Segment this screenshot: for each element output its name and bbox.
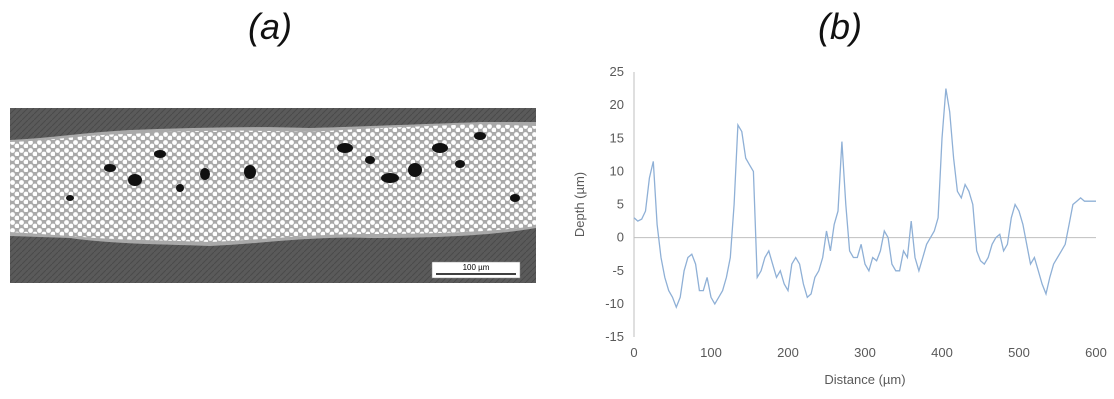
depth-profile-line [633,88,1096,309]
y-tick-label: 0 [617,230,624,245]
y-tick-label: 15 [610,130,624,145]
x-tick-label: 0 [630,345,637,360]
depth-profile-chart: -15 -10 -5 0 5 10 15 20 25 0 100 200 300 400 500 600 D… [572,64,1107,387]
x-tick-label: 400 [931,345,953,360]
fiber-layer [10,124,536,242]
x-tick-label: 300 [854,345,876,360]
panel-a-label: (a) [248,6,292,47]
y-axis-title: Depth (µm) [572,172,587,237]
x-tick-label: 100 [700,345,722,360]
x-axis-title: Distance (µm) [824,372,905,387]
y-tick-label: 20 [610,97,624,112]
scale-bar-text: 100 µm [463,263,490,272]
y-tick-label: 5 [617,197,624,212]
void-clusters [66,132,520,202]
y-tick-label: -5 [612,263,624,278]
panel-b-label: (b) [818,6,862,47]
x-tick-label: 600 [1085,345,1107,360]
x-tick-label: 200 [777,345,799,360]
y-tick-label: -10 [605,296,624,311]
y-tick-label: 10 [610,163,624,178]
micrograph-image: 100 µm [10,108,536,283]
y-tick-label: -15 [605,329,624,344]
y-tick-label: 25 [610,64,624,79]
x-tick-label: 500 [1008,345,1030,360]
